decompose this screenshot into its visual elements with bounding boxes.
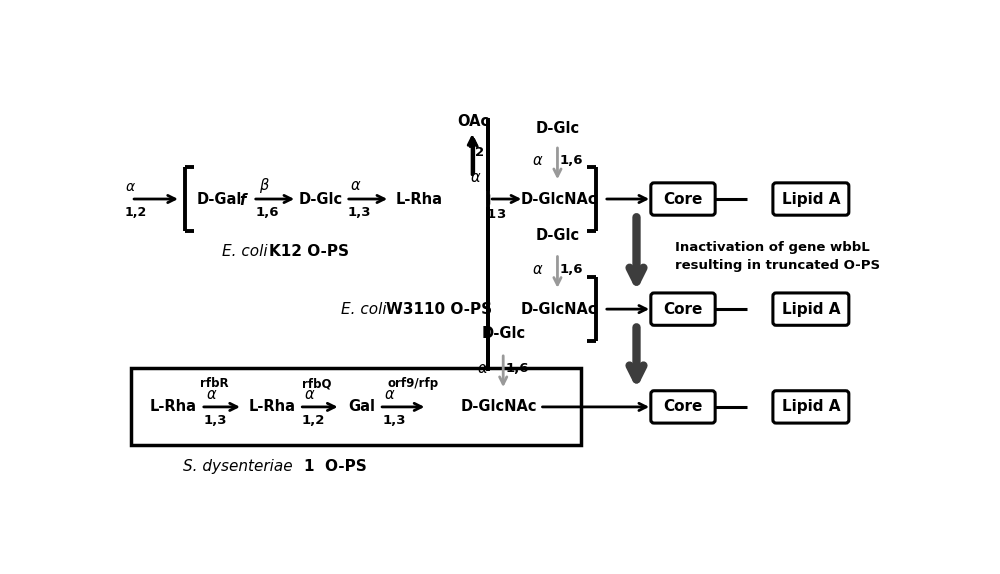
Text: Core: Core	[663, 192, 703, 207]
FancyBboxPatch shape	[773, 293, 849, 325]
Text: orf9/rfp: orf9/rfp	[388, 377, 439, 390]
FancyBboxPatch shape	[651, 183, 715, 215]
Text: L-Rha: L-Rha	[150, 400, 197, 414]
Text: 1,2: 1,2	[302, 413, 325, 426]
Text: D-Glc: D-Glc	[535, 121, 580, 135]
Text: $\alpha$: $\alpha$	[532, 153, 544, 168]
Text: D-GlcNAc: D-GlcNAc	[460, 400, 537, 414]
Text: Lipid A: Lipid A	[782, 192, 840, 207]
Text: D-Glc: D-Glc	[298, 192, 342, 207]
Text: 1,3: 1,3	[204, 413, 227, 426]
FancyBboxPatch shape	[773, 183, 849, 215]
Text: Core: Core	[663, 301, 703, 317]
Text: 1,3: 1,3	[382, 413, 406, 426]
Text: L-Rha: L-Rha	[249, 400, 296, 414]
Text: 1,6: 1,6	[255, 205, 279, 219]
Text: $\alpha$: $\alpha$	[125, 180, 136, 193]
Text: Lipid A: Lipid A	[782, 301, 840, 317]
Text: Gal: Gal	[348, 400, 375, 414]
Text: $\alpha$: $\alpha$	[304, 387, 315, 402]
Text: $\alpha$: $\alpha$	[470, 170, 481, 185]
Text: 2: 2	[475, 146, 485, 160]
Text: D-GlcNAc: D-GlcNAc	[521, 301, 597, 317]
Text: $\alpha$: $\alpha$	[384, 387, 396, 402]
Text: 1,6: 1,6	[560, 154, 583, 167]
Text: Lipid A: Lipid A	[782, 400, 840, 414]
Text: K12 O-PS: K12 O-PS	[269, 244, 349, 259]
Text: 1  O-PS: 1 O-PS	[304, 459, 367, 475]
Text: W3110 O-PS: W3110 O-PS	[386, 301, 492, 317]
Text: $\alpha$: $\alpha$	[350, 179, 362, 193]
FancyBboxPatch shape	[651, 391, 715, 423]
Text: 1,2: 1,2	[125, 207, 147, 219]
Text: E. coli: E. coli	[341, 301, 387, 317]
Text: L-Rha: L-Rha	[396, 192, 443, 207]
Text: S. dysenteriae: S. dysenteriae	[183, 459, 292, 475]
Text: D-GlcNAc: D-GlcNAc	[521, 192, 597, 207]
Text: f: f	[240, 193, 246, 208]
Text: 1,6: 1,6	[505, 362, 529, 375]
FancyBboxPatch shape	[773, 391, 849, 423]
FancyBboxPatch shape	[651, 293, 715, 325]
Text: $\beta$: $\beta$	[259, 176, 270, 195]
Text: 1,3: 1,3	[347, 205, 371, 219]
Text: E. coli: E. coli	[222, 244, 268, 259]
Text: Core: Core	[663, 400, 703, 414]
Text: D-Glc: D-Glc	[481, 326, 525, 342]
Text: $\alpha$: $\alpha$	[477, 361, 489, 376]
Text: 3: 3	[496, 208, 506, 221]
Text: Inactivation of gene wbbL: Inactivation of gene wbbL	[675, 241, 870, 254]
Text: resulting in truncated O-PS: resulting in truncated O-PS	[675, 259, 880, 273]
Text: $\alpha$: $\alpha$	[532, 262, 544, 277]
Text: D-Glc: D-Glc	[535, 228, 580, 243]
FancyBboxPatch shape	[131, 369, 581, 445]
Text: $\alpha$: $\alpha$	[206, 387, 218, 402]
Text: OAc: OAc	[458, 114, 490, 129]
Text: rfbQ: rfbQ	[302, 377, 332, 390]
Text: D-Gal: D-Gal	[197, 192, 242, 207]
Text: 1: 1	[487, 208, 496, 221]
Text: 1,6: 1,6	[560, 262, 583, 276]
Text: rfbR: rfbR	[200, 377, 228, 390]
